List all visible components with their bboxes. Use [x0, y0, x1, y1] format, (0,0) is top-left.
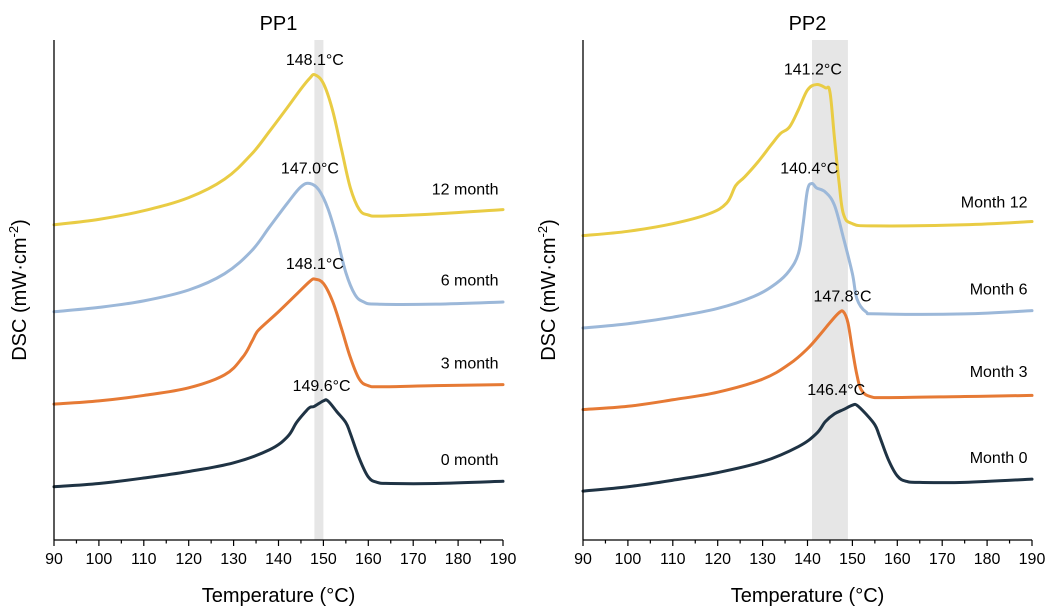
x-tick-label-100: 100 — [86, 551, 113, 568]
series-line-12-month — [52, 73, 505, 227]
peak-label-3-month: 148.1°C — [286, 256, 344, 273]
series-line-month-6 — [581, 181, 1034, 330]
peak-label-12-month: 148.1°C — [286, 52, 344, 69]
x-tick-label-110: 110 — [131, 551, 157, 568]
x-tick-label-190: 190 — [1019, 551, 1046, 568]
x-tick-label-180: 180 — [974, 551, 1001, 568]
chart-panel-pp2: 90 100 110 120 130 140 150 160 170 180 190 PP2 Tem… — [535, 13, 1045, 607]
highlight-band — [811, 40, 848, 540]
x-tick-label-140: 140 — [265, 551, 292, 568]
x-tick-label-160: 160 — [884, 551, 911, 568]
curve-label-month-6: Month 6 — [970, 281, 1028, 298]
x-tick-label-120: 120 — [175, 551, 202, 568]
x-tick-label-170: 170 — [400, 551, 427, 568]
curves-group — [52, 73, 505, 489]
peak-label-6-month: 147.0°C — [281, 160, 339, 177]
x-tick-label-90: 90 — [45, 551, 63, 568]
x-tick-label-180: 180 — [445, 551, 472, 568]
curve-label-6-month: 6 month — [441, 273, 499, 290]
curves-group — [581, 83, 1034, 493]
highlight-band — [314, 40, 324, 540]
x-tick-label-150: 150 — [839, 551, 866, 568]
chart-title: PP1 — [260, 13, 298, 35]
x-tick-label-110: 110 — [660, 551, 686, 568]
y-axis-label: DSC (mW·cm-2) — [6, 219, 31, 361]
curve-label-month-3: Month 3 — [970, 364, 1028, 381]
y-axis-label: DSC (mW·cm-2) — [535, 219, 560, 361]
x-tick-label-160: 160 — [355, 551, 382, 568]
series-line-0-month — [52, 398, 505, 489]
peak-label-month-6: 140.4°C — [780, 160, 838, 177]
curve-label-3-month: 3 month — [441, 355, 499, 372]
annotations: 149.6°C 148.1°C 147.0°C 148.1°C 12 month 6 mo… — [281, 52, 499, 469]
x-tick-label-170: 170 — [929, 551, 956, 568]
peak-label-0-month: 149.6°C — [293, 378, 351, 395]
x-tick-label-150: 150 — [310, 551, 337, 568]
annotations: 146.4°C 147.8°C 140.4°C 141.2°C Month 12 Mont… — [780, 62, 1027, 467]
x-axis-label: Temperature (°C) — [731, 585, 885, 607]
chart-panel-pp1: 90 100 110 120 130 140 150 160 170 180 190 PP1 Tem… — [6, 13, 516, 607]
x-tick-label-140: 140 — [794, 551, 821, 568]
x-tick-label-130: 130 — [220, 551, 247, 568]
x-tick-label-130: 130 — [749, 551, 776, 568]
series-line-month-0 — [581, 402, 1034, 493]
curve-label-12-month: 12 month — [432, 181, 499, 198]
curve-label-month-12: Month 12 — [961, 194, 1028, 211]
peak-label-month-12: 141.2°C — [784, 62, 842, 79]
x-tick-label-190: 190 — [490, 551, 517, 568]
x-tick-label-100: 100 — [615, 551, 642, 568]
series-line-3-month — [52, 277, 505, 406]
curve-label-month-0: Month 0 — [970, 450, 1028, 467]
x-tick-label-120: 120 — [704, 551, 731, 568]
curve-label-0-month: 0 month — [441, 452, 499, 469]
chart-title: PP2 — [789, 13, 827, 35]
x-tick-label-90: 90 — [574, 551, 592, 568]
peak-label-month-0: 146.4°C — [807, 382, 865, 399]
x-ticks: 90 100 110 120 130 140 150 160 170 180 190 — [574, 540, 1045, 568]
series-line-month-3 — [581, 309, 1034, 412]
peak-label-month-3: 147.8°C — [814, 289, 872, 306]
x-ticks: 90 100 110 120 130 140 150 160 170 180 190 — [45, 540, 516, 568]
series-line-month-12 — [581, 83, 1034, 238]
series-line-6-month — [52, 181, 505, 314]
x-axis-label: Temperature (°C) — [202, 585, 356, 607]
